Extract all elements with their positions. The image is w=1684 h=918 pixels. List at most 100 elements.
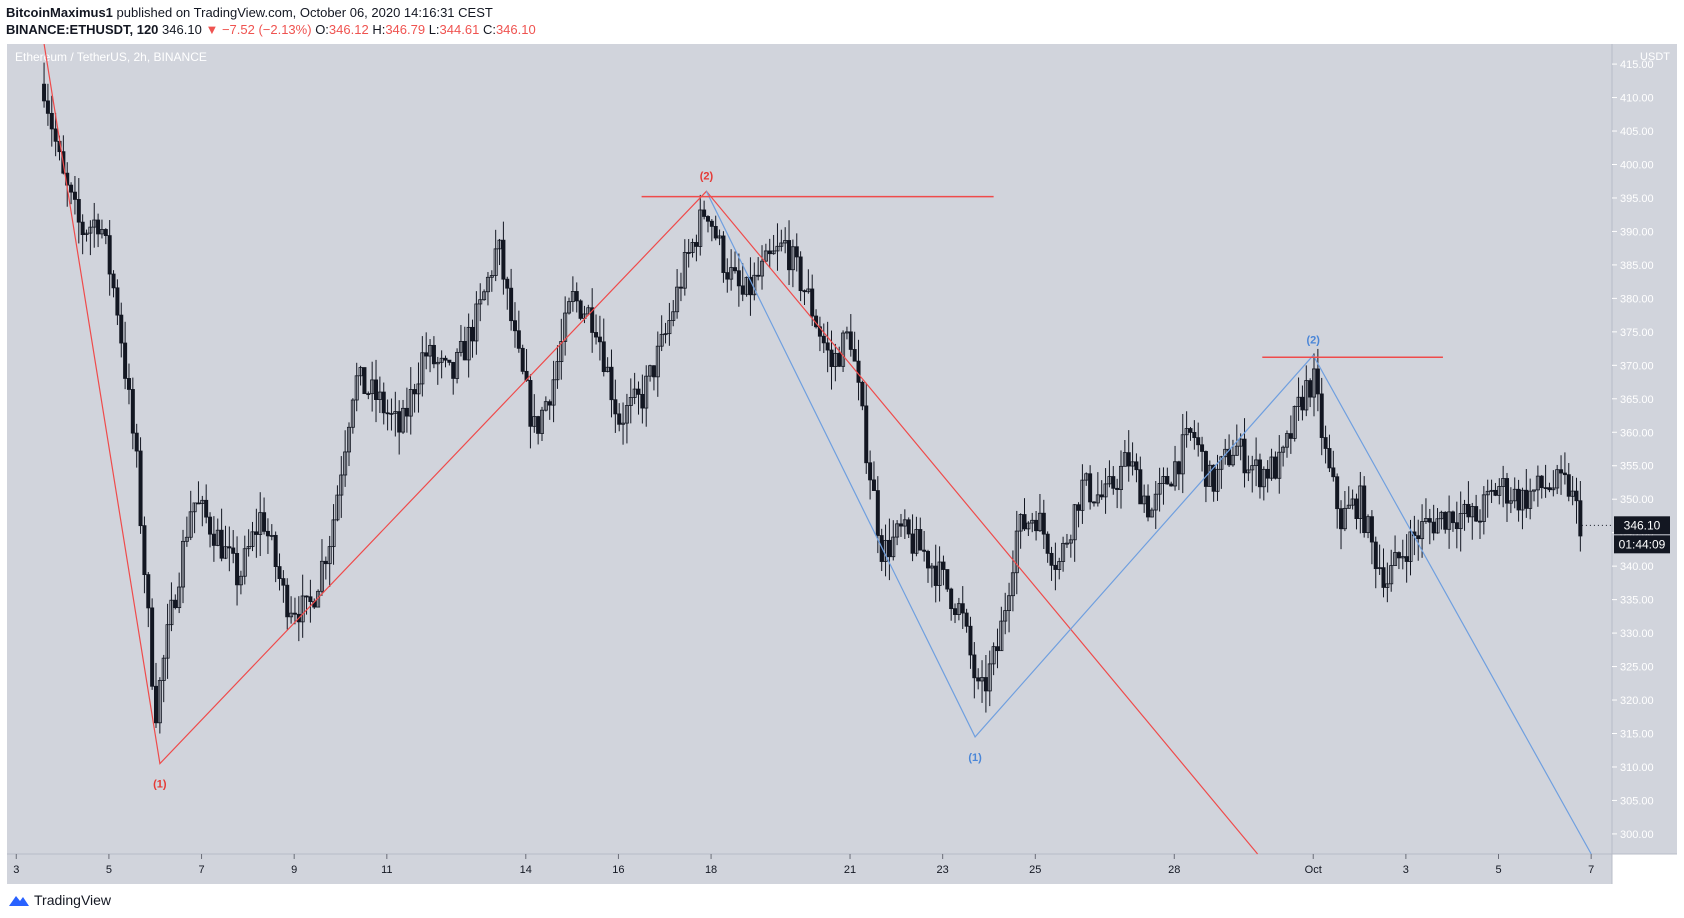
candle-body <box>709 220 714 227</box>
candle-body <box>1115 487 1120 490</box>
candle-body <box>1485 490 1490 496</box>
candle-body <box>115 287 120 316</box>
candle-body <box>516 330 521 349</box>
candle-body <box>1423 518 1428 522</box>
y-tick-label: 400.00 <box>1620 159 1654 171</box>
candle-body <box>420 352 425 385</box>
candle-body <box>1369 516 1374 543</box>
candle-body <box>366 393 371 396</box>
candle-body <box>250 531 255 547</box>
candle-body <box>902 519 907 527</box>
y-tick-label: 410.00 <box>1620 93 1654 105</box>
x-tick-label: 3 <box>1403 864 1409 876</box>
candle-body <box>717 235 722 239</box>
candle-body <box>231 547 236 554</box>
candle-body <box>1408 531 1413 562</box>
candle-body <box>906 519 911 535</box>
candle-body <box>868 462 873 481</box>
candle-body <box>1030 519 1035 524</box>
candle-body <box>1539 475 1544 489</box>
candle-body <box>1010 572 1015 597</box>
candle-body <box>1192 432 1197 439</box>
candle-body <box>304 595 309 598</box>
candle-body <box>1149 509 1154 518</box>
candle-body <box>1180 434 1185 475</box>
price-chart[interactable]: Ethereum / TetherUS, 2h, BINANCE USDT 41… <box>7 43 1677 884</box>
candle-body <box>1439 511 1444 520</box>
candle-body <box>864 405 869 464</box>
candle-body <box>729 267 734 280</box>
candle-body <box>1003 610 1008 622</box>
candle-body <box>590 307 595 333</box>
candle-body <box>1396 552 1401 559</box>
candle-body <box>1416 535 1421 540</box>
candle-body <box>659 333 664 347</box>
x-tick-label: 21 <box>844 864 856 876</box>
time-axis[interactable] <box>7 854 1612 884</box>
candle-body <box>1053 564 1058 570</box>
price-axis[interactable] <box>1612 44 1677 854</box>
candle-body <box>323 560 328 565</box>
candle-body <box>1254 459 1259 467</box>
y-tick-label: 335.00 <box>1620 595 1654 607</box>
y-tick-label: 405.00 <box>1620 126 1654 138</box>
candle-body <box>856 360 861 383</box>
candle-body <box>1570 490 1575 497</box>
candle-body <box>926 550 931 569</box>
candle-body <box>651 365 656 378</box>
candle-body <box>88 226 93 234</box>
candle-body <box>1323 437 1328 449</box>
candle-body <box>408 389 413 417</box>
tradingview-footer[interactable]: TradingView <box>8 892 111 908</box>
candle-body <box>292 612 297 615</box>
low-label: L: <box>428 22 440 37</box>
chart-header: BitcoinMaximus1 published on TradingView… <box>6 4 536 38</box>
candle-body <box>999 620 1004 652</box>
candle-body <box>1400 556 1405 559</box>
plot-area[interactable] <box>7 44 1612 854</box>
candle-body <box>1219 456 1224 470</box>
candle-body <box>1466 503 1471 518</box>
candle-body <box>1516 488 1521 511</box>
candle-body <box>694 242 699 247</box>
price-change: −7.52 (−2.13%) <box>221 22 312 37</box>
candle-body <box>1026 522 1031 530</box>
candle-body <box>1489 489 1494 492</box>
candle-body <box>1447 511 1452 530</box>
candle-body <box>1315 368 1320 395</box>
candle-body <box>1146 495 1151 518</box>
candle-body <box>1450 511 1455 524</box>
candle-body <box>1350 498 1355 506</box>
candle-body <box>1335 476 1340 510</box>
candle-body <box>439 357 444 363</box>
candle-body <box>1508 500 1513 504</box>
candle-body <box>1292 406 1297 439</box>
candle-body <box>1296 396 1301 407</box>
candle-body <box>1543 487 1548 490</box>
candle-body <box>1153 493 1158 511</box>
candle-body <box>84 232 89 235</box>
candle-body <box>458 341 463 353</box>
candle-body <box>678 286 683 289</box>
author-name[interactable]: BitcoinMaximus1 <box>6 5 113 20</box>
candle-body <box>794 246 799 258</box>
candle-body <box>1022 514 1027 530</box>
chart-svg[interactable]: Ethereum / TetherUS, 2h, BINANCE USDT 41… <box>7 43 1677 884</box>
candle-body <box>671 311 676 321</box>
candle-body <box>161 657 166 681</box>
x-tick-label: 7 <box>198 864 204 876</box>
candle-body <box>933 565 938 586</box>
candle-body <box>211 533 216 546</box>
candle-body <box>1122 452 1127 467</box>
candle-body <box>157 680 162 724</box>
candle-body <box>798 256 803 292</box>
candle-body <box>1528 490 1533 509</box>
candle-body <box>817 326 822 337</box>
candle-body <box>150 607 155 687</box>
candle-body <box>790 246 795 271</box>
candle-body <box>964 612 969 627</box>
candle-body <box>1257 459 1262 488</box>
candle-body <box>1091 501 1096 504</box>
price-tag-value: 346.10 <box>1624 518 1661 532</box>
candle-body <box>617 413 622 425</box>
